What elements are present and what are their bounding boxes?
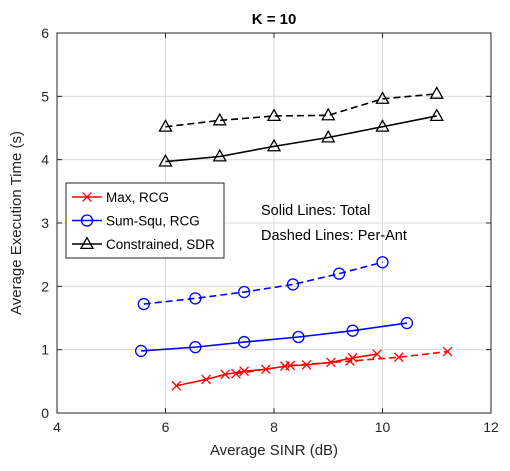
series-solid-4	[158, 108, 444, 167]
data-point	[429, 108, 444, 122]
x-axis-label: Average SINR (dB)	[210, 442, 338, 459]
data-point	[158, 119, 173, 132]
x-tick-label: 6	[162, 419, 170, 435]
x-tick-label: 8	[270, 419, 278, 435]
legend-marker	[80, 214, 94, 227]
data-point	[134, 344, 148, 358]
data-point	[393, 352, 404, 363]
data-point	[261, 364, 271, 375]
y-tick-label: 0	[41, 405, 49, 421]
series-dashed-5	[158, 86, 444, 132]
y-axis-label: Average Execution Time (s)	[8, 131, 25, 315]
data-point	[372, 349, 382, 359]
legend-label: Sum-Squ, RCG	[106, 214, 200, 229]
legend-entry: Sum-Squ, RCG	[72, 214, 200, 229]
legend-label: Constrained, SDR	[106, 237, 215, 252]
series-dashed-1	[231, 346, 453, 379]
data-point	[220, 369, 231, 380]
data-point	[346, 324, 359, 337]
data-point	[158, 153, 173, 167]
y-tick-label: 3	[41, 215, 49, 231]
data-point	[326, 357, 336, 368]
data-point	[189, 292, 202, 305]
data-point	[231, 368, 241, 379]
y-tick-label: 6	[41, 25, 49, 41]
series-line	[165, 115, 437, 163]
data-point	[332, 267, 346, 280]
series-line	[141, 322, 408, 352]
series-dashed-3	[137, 256, 389, 311]
data-point	[189, 340, 202, 354]
data-point	[321, 107, 336, 121]
data-point	[321, 129, 336, 143]
x-tick-label: 4	[53, 419, 61, 435]
data-point	[292, 330, 305, 344]
y-tick-label: 5	[41, 88, 49, 104]
chart-title: K = 10	[252, 11, 297, 28]
legend-marker	[82, 192, 92, 202]
series-solid-2	[134, 316, 414, 358]
data-point	[137, 297, 150, 311]
series-line	[165, 93, 437, 128]
data-point	[442, 346, 453, 357]
legend-entry: Constrained, SDR	[72, 236, 215, 252]
legend-marker	[79, 236, 95, 250]
data-point	[212, 112, 227, 126]
series-solid-0	[171, 349, 382, 391]
data-point	[171, 380, 182, 391]
data-point	[266, 108, 282, 122]
x-tick-label: 12	[483, 419, 499, 435]
data-point	[376, 256, 389, 269]
data-point	[345, 356, 355, 366]
data-point	[285, 360, 296, 371]
legend-entry: Max, RCG	[72, 190, 169, 205]
data-point	[201, 374, 212, 385]
y-tick-label: 4	[41, 152, 49, 168]
data-point	[212, 148, 227, 162]
legend-label: Max, RCG	[106, 190, 169, 205]
y-tick-label: 2	[41, 278, 49, 294]
series-layer	[134, 86, 453, 391]
data-point	[375, 119, 390, 132]
data-point	[238, 285, 251, 299]
annotation-solid-lines: Solid Lines: Total	[261, 203, 370, 219]
series-line	[143, 261, 383, 305]
data-point	[429, 86, 444, 99]
data-point	[400, 316, 414, 330]
data-point	[239, 366, 250, 377]
x-tick-label: 10	[375, 419, 391, 435]
annotation-dashed-lines: Dashed Lines: Per-Ant	[261, 228, 407, 244]
data-point	[266, 138, 282, 152]
annotations: Solid Lines: Total Dashed Lines: Per-Ant	[261, 203, 407, 244]
data-point	[286, 278, 300, 291]
data-point	[375, 91, 390, 104]
y-tick-label: 1	[41, 342, 49, 358]
legend: Max, RCG Sum-Squ, RCG Constrained, SDR	[65, 182, 225, 259]
data-point	[238, 335, 251, 349]
